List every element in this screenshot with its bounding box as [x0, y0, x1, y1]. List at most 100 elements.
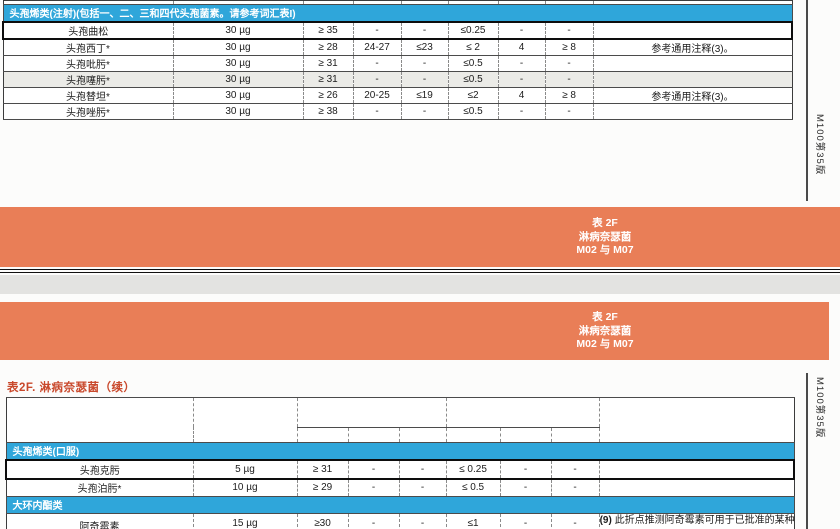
- disk-content: 30 µg: [172, 87, 304, 104]
- header-disk-group-line2: (取整后)折点mm: [334, 412, 409, 424]
- mic-r: -: [550, 478, 600, 497]
- mic-i: -: [499, 459, 552, 480]
- header-row-sir: S I R S I R: [6, 426, 794, 444]
- table-row-ceftriaxone: 头孢曲松 30 µg ≥ 35 - - ≤0.25 - -: [2, 21, 793, 40]
- table-row-cefotetan: 头孢替坦* 30 µg ≥ 26 20-25 ≤19 ≤2 4 ≥ 8 参考通用…: [2, 87, 793, 104]
- page1-edition-label: M100第35版: [814, 114, 825, 176]
- mic-s: ≤2: [447, 87, 499, 104]
- drug-name: 头孢克肟: [5, 459, 194, 480]
- disk-i: -: [347, 459, 400, 480]
- section-row-cephems-injectable: 头孢烯类(注射)(包括一、二、三和四代头孢菌素。请参考词汇表I): [2, 4, 793, 23]
- section-label: 头孢烯类(注射)(包括一、二、三和四代头孢菌素。请参考词汇表I): [2, 4, 793, 23]
- disk-s: ≥ 38: [302, 103, 354, 120]
- mic-r: ≥ 8: [544, 87, 594, 104]
- disk-r: -: [400, 21, 449, 40]
- header-mic-group: 解释分类和MIC折点，µg/mL: [445, 397, 600, 428]
- drug-name: 头孢吡肟*: [2, 55, 174, 72]
- page-break-line-top: [0, 268, 840, 270]
- mic-s: ≤1: [445, 512, 501, 529]
- section-row-cephems-oral: 头孢烯类(口服): [5, 442, 795, 461]
- mic-r: -: [544, 71, 594, 88]
- disk-i: -: [352, 21, 402, 40]
- disk-s: ≥ 29: [296, 478, 349, 497]
- drug-name: 头孢唑肟*: [2, 103, 174, 120]
- page2-table-banner: 表 2F 淋病奈瑟菌 M02 与 M07: [0, 302, 829, 360]
- disk-s: ≥30: [296, 512, 349, 529]
- comment: [592, 71, 793, 88]
- comment: [598, 459, 796, 480]
- header-disk-r: R: [398, 426, 447, 444]
- page1-edge-line: [806, 0, 808, 201]
- mic-r: -: [544, 21, 594, 40]
- header-disk-i: I: [347, 426, 400, 444]
- table-row-cefpodoxime: 头孢泊肟* 10 µg ≥ 29 - - ≤ 0.5 - -: [5, 478, 795, 497]
- mic-s: ≤ 2: [447, 38, 499, 56]
- disk-i: -: [352, 55, 402, 72]
- disk-content: 15 µg: [192, 512, 298, 529]
- drug-name: 阿奇霉素: [5, 512, 194, 529]
- disk-content: 30 µg: [172, 103, 304, 120]
- mic-i: -: [499, 478, 552, 497]
- banner-references: M02 与 M07: [576, 243, 634, 256]
- disk-s: ≥ 31: [302, 55, 354, 72]
- mic-i: 4: [497, 87, 546, 104]
- disk-r: -: [398, 512, 447, 529]
- page2-edition-label: M100第35版: [814, 377, 825, 439]
- table-row-azithromycin: 阿奇霉素 15 µg ≥30 - - ≤1 - - (9) 此折点推测阿奇霉素可…: [5, 512, 795, 529]
- disk-i: 20-25: [352, 87, 402, 104]
- mic-i: -: [499, 512, 552, 529]
- comment: [592, 103, 793, 120]
- mic-i: -: [497, 55, 546, 72]
- disk-i: -: [352, 71, 402, 88]
- comment: 参考通用注释(3)。: [592, 38, 793, 56]
- drug-name: 头孢噻肟*: [2, 71, 174, 88]
- section-row-macrolides: 大环内酯类: [5, 495, 795, 514]
- disk-s: ≥ 26: [302, 87, 354, 104]
- header-mic-r: R: [550, 426, 600, 444]
- table-row-clipped: [2, 0, 793, 5]
- disk-r: -: [400, 71, 449, 88]
- disk-content: 30 µg: [172, 55, 304, 72]
- disk-i: 24-27: [352, 38, 402, 56]
- disk-content: 30 µg: [172, 21, 304, 40]
- disk-s: ≥ 31: [302, 71, 354, 88]
- mic-i: -: [497, 71, 546, 88]
- disk-r: ≤23: [400, 38, 449, 56]
- page-gap-band: [0, 275, 840, 294]
- disk-content: 30 µg: [172, 38, 304, 56]
- table2f-continued-title: 表2F. 淋病奈瑟菌（续）: [7, 382, 136, 394]
- mic-r: -: [544, 103, 594, 120]
- comment-text: 此折点推测阿奇霉素可用于已批准的某种联合用药方案: [614, 514, 795, 526]
- mic-i: 4: [497, 38, 546, 56]
- header-mic-s: S: [445, 426, 501, 444]
- banner-table-number: 表 2F: [592, 310, 618, 323]
- disk-r: -: [398, 459, 447, 480]
- mic-r: ≥ 8: [544, 38, 594, 56]
- disk-i: -: [352, 103, 402, 120]
- drug-name: 头孢替坦*: [2, 87, 174, 104]
- page-break-line-bottom: [0, 271, 840, 273]
- banner-text: 表 2F 淋病奈瑟菌 M02 与 M07: [520, 311, 690, 352]
- mic-i: -: [497, 103, 546, 120]
- header-disk-group: 解释分类和抑菌圈直径 (取整后)折点mm: [296, 397, 447, 428]
- mic-r: -: [550, 512, 600, 529]
- comment: [592, 55, 793, 72]
- disk-i: -: [347, 478, 400, 497]
- comment: [592, 21, 793, 40]
- page1-table-banner: 表 2F 淋病奈瑟菌 M02 与 M07: [0, 207, 840, 267]
- disk-s: ≥ 35: [302, 21, 354, 40]
- disk-content: 5 µg: [192, 459, 298, 480]
- table-row-cefotaxime: 头孢噻肟* 30 µg ≥ 31 - - ≤0.5 - -: [2, 71, 793, 88]
- page2-edge-line: [806, 373, 808, 529]
- disk-r: ≤19: [400, 87, 449, 104]
- table-row-cefoxitin: 头孢西丁* 30 µg ≥ 28 24-27 ≤23 ≤ 2 4 ≥ 8 参考通…: [2, 38, 793, 56]
- mic-s: ≤ 0.5: [445, 478, 501, 497]
- drug-name: 头孢曲松: [2, 21, 174, 40]
- header-drug: 抗微生物药物: [5, 397, 194, 443]
- banner-organism: 淋病奈瑟菌: [578, 230, 632, 243]
- section-label: 大环内酯类: [5, 495, 795, 514]
- mic-s: ≤0.5: [447, 55, 499, 72]
- disk-s: ≥ 28: [302, 38, 354, 56]
- table-row-cefepime: 头孢吡肟* 30 µg ≥ 31 - - ≤0.5 - -: [2, 55, 793, 72]
